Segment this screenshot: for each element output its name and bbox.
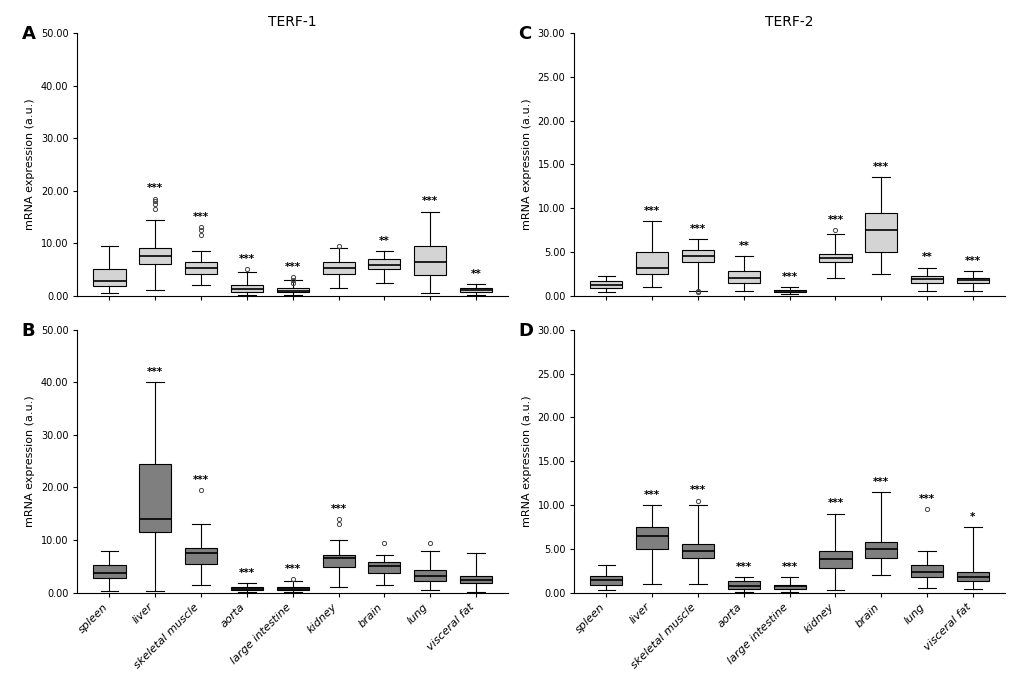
Text: ***: *** (872, 477, 889, 486)
Text: ***: *** (284, 262, 301, 272)
Bar (728, 581, 759, 589)
Text: ***: *** (330, 503, 346, 514)
Bar (184, 262, 217, 274)
Text: ***: *** (964, 256, 980, 266)
Bar (322, 555, 355, 567)
Text: ***: *** (689, 223, 705, 234)
Text: ***: *** (193, 475, 209, 485)
Bar (590, 281, 622, 288)
Y-axis label: mRNA expression (a.u.): mRNA expression (a.u.) (25, 395, 36, 527)
Bar (94, 565, 125, 578)
Bar (276, 587, 309, 590)
Bar (368, 562, 400, 573)
Title: TERF-2: TERF-2 (764, 15, 813, 29)
Y-axis label: mRNA expression (a.u.): mRNA expression (a.u.) (522, 99, 532, 230)
Text: ***: *** (644, 490, 659, 499)
Bar (636, 527, 667, 549)
Text: D: D (518, 322, 533, 340)
Bar (864, 212, 897, 252)
Text: ***: *** (826, 499, 843, 508)
Bar (682, 545, 713, 558)
Text: **: ** (379, 236, 389, 246)
Bar (682, 250, 713, 262)
Bar (956, 278, 988, 284)
Text: B: B (21, 322, 35, 340)
Text: **: ** (921, 253, 931, 262)
Bar (368, 259, 400, 269)
Text: ***: *** (781, 272, 797, 282)
Text: ***: *** (147, 184, 163, 193)
Bar (818, 253, 851, 262)
Bar (460, 288, 491, 292)
Bar (636, 252, 667, 274)
Bar (728, 271, 759, 283)
Title: TERF-1: TERF-1 (268, 15, 317, 29)
Bar (414, 571, 445, 581)
Text: **: ** (470, 269, 481, 279)
Text: ***: *** (238, 568, 255, 578)
Text: ***: *** (735, 562, 751, 571)
Text: **: ** (738, 241, 749, 251)
Text: ***: *** (689, 486, 705, 495)
Bar (818, 551, 851, 568)
Text: ***: *** (147, 367, 163, 377)
Bar (910, 564, 943, 577)
Y-axis label: mRNA expression (a.u.): mRNA expression (a.u.) (522, 395, 532, 527)
Bar (772, 585, 805, 589)
Bar (276, 288, 309, 292)
Bar (140, 249, 171, 264)
Text: ***: *** (193, 212, 209, 222)
Text: ***: *** (644, 206, 659, 216)
Text: ***: *** (826, 215, 843, 225)
Text: C: C (518, 25, 531, 43)
Text: ***: *** (284, 564, 301, 574)
Bar (230, 285, 263, 292)
Bar (772, 290, 805, 292)
Text: *: * (969, 512, 974, 521)
Bar (140, 464, 171, 532)
Bar (322, 262, 355, 274)
Text: ***: *** (238, 254, 255, 264)
Text: A: A (21, 25, 36, 43)
Text: ***: *** (872, 162, 889, 172)
Bar (864, 542, 897, 558)
Bar (230, 587, 263, 590)
Text: ***: *** (781, 562, 797, 571)
Bar (184, 548, 217, 564)
Bar (94, 269, 125, 286)
Y-axis label: mRNA expression (a.u.): mRNA expression (a.u.) (25, 99, 36, 230)
Bar (414, 246, 445, 275)
Bar (460, 575, 491, 583)
Bar (956, 573, 988, 581)
Bar (590, 576, 622, 585)
Bar (910, 275, 943, 283)
Text: ***: *** (422, 197, 438, 206)
Text: ***: *** (918, 494, 934, 504)
